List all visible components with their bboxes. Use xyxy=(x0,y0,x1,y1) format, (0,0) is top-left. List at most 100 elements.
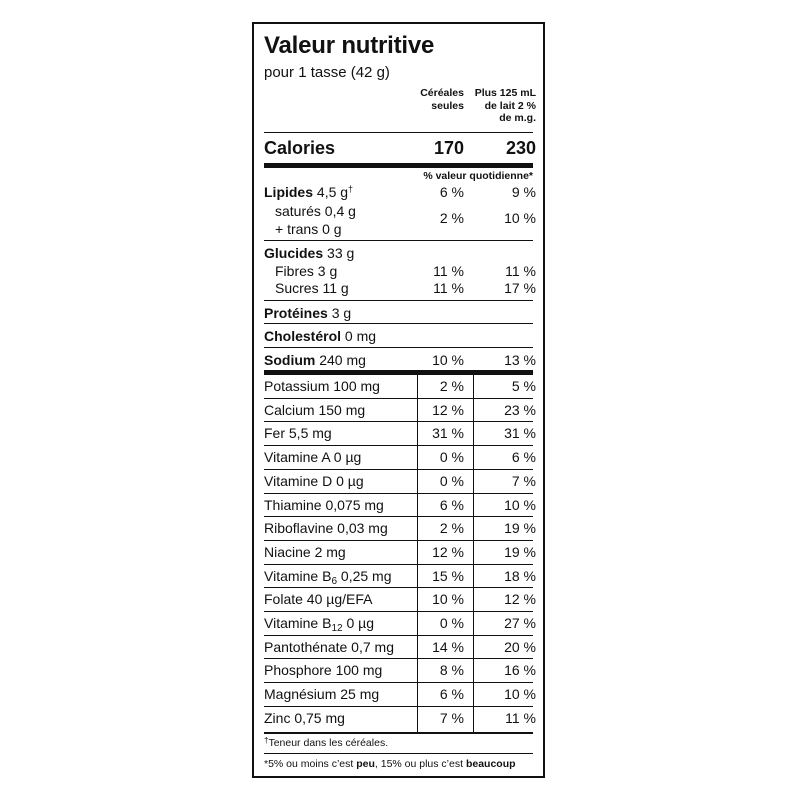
nutrient-name: Thiamine 0,075 mg xyxy=(264,496,384,513)
vitamin-row-divider xyxy=(264,658,533,660)
footnote-dagger-mark: † xyxy=(264,736,269,745)
column-header-cereal-line: seules xyxy=(431,99,464,112)
vitamin-row-label: Riboflavine 0,03 mg xyxy=(264,520,388,536)
thick-divider xyxy=(264,163,533,168)
vitamin-row-cereal: 2 % xyxy=(439,520,464,537)
vitamin-row-cereal: 10 % xyxy=(432,591,464,608)
serving-size: pour 1 tasse (42 g) xyxy=(264,64,390,81)
vitamin-row-cereal: 15 % xyxy=(432,567,464,584)
nutrient-name: Riboflavine 0,03 mg xyxy=(264,520,388,537)
vitamin-row-milk: 7 % xyxy=(511,472,536,489)
column-header-milk-line: de lait 2 % xyxy=(484,99,536,112)
sodium-row: Sodium 240 mg xyxy=(264,352,366,368)
daily-value-footnote: *5% ou moins c’est peu, 15% ou plus c’es… xyxy=(264,758,516,770)
vitamin-row-divider xyxy=(264,421,533,423)
nutrient-subscript: 6 xyxy=(331,575,338,587)
satures-milk: 10 % xyxy=(504,210,536,226)
nutrient-name: Potassium 100 mg xyxy=(264,378,380,394)
vitamin-row-cereal: 2 % xyxy=(439,378,464,394)
column-header-milk-line: Plus 125 mL xyxy=(474,87,536,99)
dagger-footnote-text: Teneur dans les céréales. xyxy=(268,737,389,749)
vitamin-row-divider xyxy=(264,587,533,589)
column-header-cereal-line: Céréales xyxy=(420,87,464,99)
column-divider-right xyxy=(473,375,474,734)
column-header-milk-line: de m.g. xyxy=(499,112,536,124)
vitamin-row-divider xyxy=(264,397,533,399)
nutrient-name: Vitamine D 0 µg xyxy=(264,472,364,489)
nutrient-name: Vitamine A 0 µg xyxy=(264,449,362,466)
column-header-cereal: Céréales seules xyxy=(404,87,464,112)
sodium-cereal: 10 % xyxy=(432,352,464,368)
vitamin-row-cereal: 12 % xyxy=(432,401,464,418)
nutrient-name: Vitamine B xyxy=(264,567,332,584)
nutrient-name: Fer 5,5 mg xyxy=(264,425,332,442)
divider xyxy=(264,240,533,241)
nutrient-subscript: 12 xyxy=(331,623,343,634)
vitamin-row-cereal: 31 % xyxy=(432,425,464,442)
daily-value-header: % valeur quotidienne* xyxy=(423,170,533,182)
calories-cereal: 170 xyxy=(433,138,464,158)
vitamin-row-label: Calcium 150 mg xyxy=(264,402,365,418)
column-divider-left xyxy=(417,375,418,734)
calories-label: Calories xyxy=(264,138,336,158)
table-title: Valeur nutritive xyxy=(264,32,435,59)
column-header-milk: Plus 125 mL de lait 2 % de m.g. xyxy=(466,87,536,125)
vitamin-row-milk: 10 % xyxy=(504,496,536,513)
vitamin-row-cereal: 0 % xyxy=(439,449,464,466)
proteines-row: Protéines 3 g xyxy=(264,305,351,321)
nutrient-name: Vitamine B xyxy=(264,615,332,631)
vitamin-row-label: Potassium 100 mg xyxy=(264,378,380,394)
vitamin-row-milk: 20 % xyxy=(504,638,536,655)
nutrient-name: Folate 40 µg/EFA xyxy=(264,591,373,608)
vitamin-row-milk: 16 % xyxy=(504,662,536,679)
divider xyxy=(264,300,533,301)
glucides-label: Glucides xyxy=(264,245,324,261)
vitamin-row-cereal: 12 % xyxy=(432,543,464,560)
vitamin-row-divider xyxy=(264,539,533,541)
cholesterol-label: Cholestérol xyxy=(264,328,342,344)
vitamin-row-divider xyxy=(264,563,533,565)
vitamin-row-divider xyxy=(264,705,533,707)
vitamin-row-milk: 19 % xyxy=(504,543,536,560)
lipides-milk: 9 % xyxy=(511,184,536,200)
lipides-row: Lipides 4,5 g† xyxy=(264,184,353,200)
nutrient-amount: 0,25 mg xyxy=(337,567,392,584)
nutrient-amount: 0 µg xyxy=(342,615,374,631)
vitamin-row-label: Phosphore 100 mg xyxy=(264,662,382,678)
vitamin-row-label: Vitamine B12 0 µg xyxy=(264,615,374,634)
vitamin-row-milk: 23 % xyxy=(504,401,536,418)
vitamin-row-divider xyxy=(264,445,533,447)
vitamin-row-milk: 12 % xyxy=(504,591,536,608)
calories-milk: 230 xyxy=(505,138,536,158)
dagger-footnote: †Teneur dans les céréales. xyxy=(264,736,389,749)
fibres-label: Fibres 3 g xyxy=(275,263,338,279)
vitamin-row-cereal: 8 % xyxy=(439,662,464,679)
vitamin-row-milk: 19 % xyxy=(504,520,536,537)
satures-line: saturés 0,4 g xyxy=(275,203,356,219)
fibres-milk: 11 % xyxy=(505,263,536,279)
divider xyxy=(264,732,533,734)
sodium-label: Sodium xyxy=(264,352,316,368)
fibres-cereal: 11 % xyxy=(433,263,464,279)
vitamin-row-label: Vitamine A 0 µg xyxy=(264,449,361,465)
nutrient-name: Niacine 2 mg xyxy=(264,543,346,560)
cholesterol-row: Cholestérol 0 mg xyxy=(264,328,376,344)
satures-cereal: 2 % xyxy=(439,210,464,226)
nutrient-name: Phosphore 100 mg xyxy=(264,662,383,679)
vitamin-row-divider xyxy=(264,634,533,636)
vitamin-row-cereal: 6 % xyxy=(439,686,464,703)
nutrient-name: Pantothénate 0,7 mg xyxy=(264,638,394,655)
vitamin-row-label: Magnésium 25 mg xyxy=(264,686,379,702)
vitamin-row-cereal: 0 % xyxy=(439,472,464,489)
trans-line: + trans 0 g xyxy=(275,221,342,237)
proteines-label: Protéines xyxy=(264,305,328,321)
vitamin-row-cereal: 6 % xyxy=(439,496,464,513)
glucides-row: Glucides 33 g xyxy=(264,245,354,261)
vitamin-row-cereal: 7 % xyxy=(439,709,464,726)
divider xyxy=(264,132,533,133)
nutrient-name: Magnésium 25 mg xyxy=(264,686,380,703)
divider xyxy=(264,753,533,754)
vitamin-row-milk: 31 % xyxy=(504,425,536,442)
vitamin-row-divider xyxy=(264,516,533,518)
sodium-amount: 240 mg xyxy=(319,352,366,368)
